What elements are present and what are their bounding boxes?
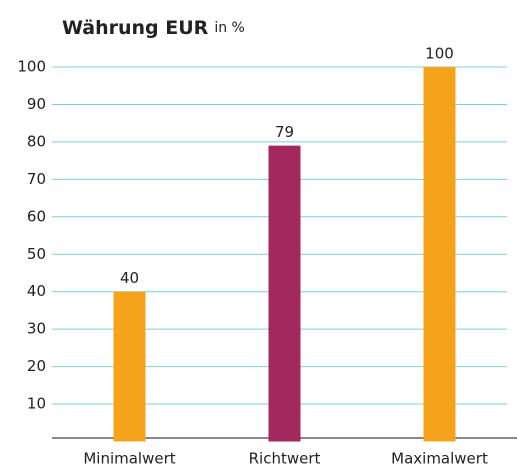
y-tick-label: 30 xyxy=(27,320,46,338)
y-tick-label: 40 xyxy=(27,282,46,300)
y-tick-label: 50 xyxy=(27,245,46,263)
y-tick-label: 70 xyxy=(27,170,46,188)
value-label: 40 xyxy=(120,269,139,287)
y-tick-label: 100 xyxy=(17,58,46,76)
y-tick-label: 10 xyxy=(27,395,46,413)
chart-title: Währung EUR xyxy=(62,17,209,39)
y-tick-label: 80 xyxy=(27,132,46,150)
y-tick-label: 90 xyxy=(27,95,46,113)
bar xyxy=(423,67,456,442)
x-tick-label: Minimalwert xyxy=(83,450,175,468)
y-tick-label: 60 xyxy=(27,207,46,225)
chart-unit: in % xyxy=(214,20,245,36)
chart-heading: Währung EUR in % xyxy=(62,17,245,39)
bar xyxy=(268,145,301,442)
bar xyxy=(113,291,146,442)
value-label: 100 xyxy=(425,45,454,63)
y-tick-label: 20 xyxy=(27,357,46,375)
x-tick-label: Richtwert xyxy=(249,450,321,468)
x-tick-label: Maximalwert xyxy=(391,450,488,468)
value-label: 79 xyxy=(275,123,294,141)
